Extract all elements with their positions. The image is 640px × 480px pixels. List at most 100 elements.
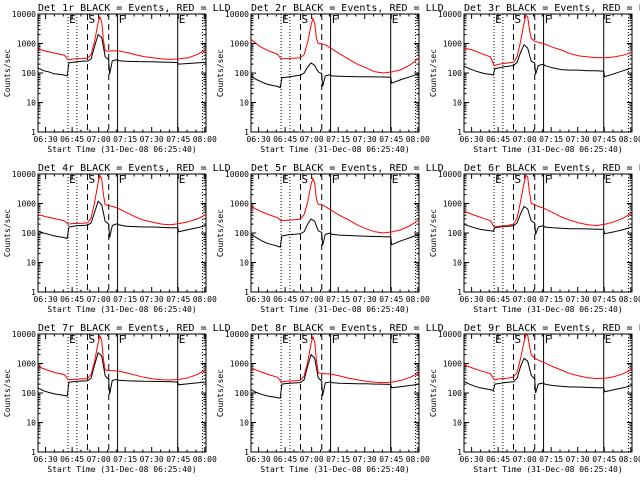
y-axis-label: Counts/sec bbox=[3, 209, 12, 257]
time-marker-flag: S bbox=[89, 13, 96, 26]
x-tick-label: 07:30 bbox=[353, 135, 377, 144]
time-marker-flag: F bbox=[332, 333, 339, 346]
time-marker-flag: E bbox=[179, 333, 186, 346]
y-tick-label: 100 bbox=[235, 389, 250, 398]
x-tick-label: 06:45 bbox=[60, 455, 84, 464]
time-marker-flag: E bbox=[392, 13, 399, 26]
y-tick-label: 100 bbox=[235, 69, 250, 78]
time-marker-flag: S bbox=[302, 13, 309, 26]
x-tick-label: 07:30 bbox=[140, 295, 164, 304]
y-tick-label: 100 bbox=[448, 69, 463, 78]
y-tick-label: 10 bbox=[26, 99, 36, 108]
x-tick-label: 08:00 bbox=[406, 455, 430, 464]
y-axis-label: Counts/sec bbox=[216, 49, 225, 97]
y-tick-label: 1000 bbox=[443, 360, 462, 369]
events-series-line bbox=[251, 218, 419, 248]
lld-series-line bbox=[251, 335, 419, 384]
x-tick-label: 08:00 bbox=[619, 455, 640, 464]
time-marker-flag: S bbox=[302, 173, 309, 186]
plot-data-area bbox=[251, 335, 419, 399]
x-tick-label: 06:45 bbox=[273, 455, 297, 464]
x-tick-label: 07:15 bbox=[539, 455, 563, 464]
panel-title: Det 8r BLACK = Events, RED = LLD bbox=[251, 323, 444, 334]
time-marker-flag: F bbox=[332, 13, 339, 26]
time-marker-flag: E bbox=[179, 173, 186, 186]
x-tick-label: 07:15 bbox=[113, 135, 137, 144]
time-marker-flag: E bbox=[282, 13, 289, 26]
y-tick-label: 10 bbox=[239, 99, 249, 108]
x-tick-label: 07:45 bbox=[166, 135, 190, 144]
x-axis-label: Start Time (31-Dec-08 06:25:40) bbox=[47, 305, 196, 314]
x-tick-label: 07:30 bbox=[140, 135, 164, 144]
time-marker-flag: F bbox=[545, 13, 552, 26]
events-series-line bbox=[464, 357, 632, 394]
time-marker-flag: F bbox=[545, 173, 552, 186]
detector-panel: Det 9r BLACK = Events, RED = LLD 1 10 100 10… bbox=[429, 323, 640, 474]
x-axis-label: Start Time (31-Dec-08 06:25:40) bbox=[47, 465, 196, 474]
events-series-line bbox=[251, 353, 419, 399]
y-tick-label: 10000 bbox=[438, 10, 462, 19]
x-tick-label: 07:00 bbox=[300, 295, 324, 304]
x-tick-label: 07:00 bbox=[300, 455, 324, 464]
y-tick-label: 1 bbox=[31, 448, 36, 457]
x-tick-label: 07:00 bbox=[513, 295, 537, 304]
panel-title: Det 3r BLACK = Events, RED = LLD bbox=[464, 3, 640, 14]
y-axis-label: Counts/sec bbox=[216, 369, 225, 417]
time-marker-flag: E bbox=[179, 13, 186, 26]
y-tick-label: 1000 bbox=[443, 40, 462, 49]
x-tick-label: 07:45 bbox=[379, 455, 403, 464]
events-series-line bbox=[38, 200, 206, 240]
y-tick-label: 1000 bbox=[230, 40, 249, 49]
events-series-line bbox=[38, 33, 206, 77]
y-tick-label: 10 bbox=[239, 259, 249, 268]
y-tick-label: 100 bbox=[22, 69, 37, 78]
x-tick-label: 07:00 bbox=[87, 455, 111, 464]
time-marker-flag: F bbox=[119, 333, 126, 346]
x-tick-label: 06:30 bbox=[247, 135, 271, 144]
x-tick-label: 07:30 bbox=[566, 135, 590, 144]
y-tick-label: 100 bbox=[22, 229, 37, 238]
y-tick-label: 100 bbox=[448, 229, 463, 238]
x-tick-label: 07:45 bbox=[379, 295, 403, 304]
x-tick-label: 07:00 bbox=[513, 135, 537, 144]
x-tick-label: 08:00 bbox=[406, 135, 430, 144]
y-tick-label: 10000 bbox=[225, 170, 249, 179]
time-marker-flag: E bbox=[495, 173, 502, 186]
y-tick-label: 10 bbox=[26, 419, 36, 428]
time-marker-flag: E bbox=[69, 13, 76, 26]
time-marker-flag: F bbox=[119, 13, 126, 26]
y-tick-label: 1 bbox=[31, 128, 36, 137]
x-tick-label: 07:15 bbox=[113, 295, 137, 304]
y-tick-label: 10000 bbox=[438, 170, 462, 179]
x-tick-label: 07:30 bbox=[353, 455, 377, 464]
time-marker-flag: E bbox=[392, 333, 399, 346]
time-marker-flag: S bbox=[89, 173, 96, 186]
time-marker-flag: S bbox=[89, 333, 96, 346]
y-tick-label: 1 bbox=[244, 288, 249, 297]
x-tick-label: 07:30 bbox=[140, 455, 164, 464]
y-tick-label: 10000 bbox=[225, 330, 249, 339]
x-tick-label: 07:15 bbox=[326, 455, 350, 464]
time-marker-flag: S bbox=[515, 173, 522, 186]
x-tick-label: 07:15 bbox=[539, 135, 563, 144]
x-tick-label: 08:00 bbox=[193, 455, 217, 464]
panel-title: Det 1r BLACK = Events, RED = LLD bbox=[38, 3, 231, 14]
x-tick-label: 06:45 bbox=[486, 295, 510, 304]
x-axis-label: Start Time (31-Dec-08 06:25:40) bbox=[473, 465, 622, 474]
y-tick-label: 1000 bbox=[17, 40, 36, 49]
x-tick-label: 07:45 bbox=[592, 295, 616, 304]
plot-data-area bbox=[464, 174, 632, 235]
time-marker-flag: E bbox=[69, 333, 76, 346]
time-marker-flag: E bbox=[605, 13, 612, 26]
lld-series-line bbox=[251, 177, 419, 234]
y-tick-label: 10000 bbox=[12, 170, 36, 179]
x-tick-label: 06:45 bbox=[273, 135, 297, 144]
y-axis-label: Counts/sec bbox=[429, 369, 438, 417]
time-marker-flag: S bbox=[515, 333, 522, 346]
x-tick-label: 07:45 bbox=[592, 135, 616, 144]
events-series-line bbox=[464, 43, 632, 78]
x-tick-label: 06:30 bbox=[34, 455, 58, 464]
x-tick-label: 07:15 bbox=[326, 295, 350, 304]
